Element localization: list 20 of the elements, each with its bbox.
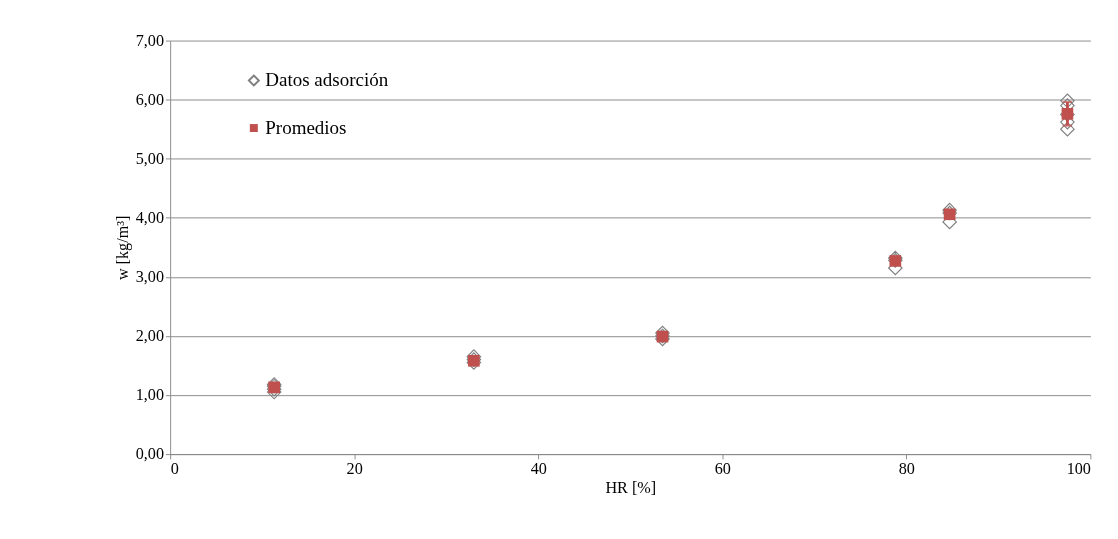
y-tick-label: 7,00 [135,31,164,49]
y-tick-label: 3,00 [135,268,164,286]
point [1060,93,1075,109]
x-tick-label: 20 [346,459,363,477]
y-tick-label: 5,00 [135,149,164,167]
point [1060,121,1075,137]
x-tick-label: 0 [170,459,179,477]
x-axis-title: HR [%] [605,478,657,496]
x-tick-label: 60 [714,459,731,477]
y-tick-label: 2,00 [135,327,164,345]
legend-label: Datos adsorción [265,69,389,91]
legend-label: Promedios [265,116,347,138]
y-tick-label: 6,00 [135,90,164,108]
y-tick-label: 0,00 [135,445,164,463]
x-tick-label: 40 [530,459,547,477]
y-tick-label: 1,00 [135,386,164,404]
x-tick-label: 80 [898,459,915,477]
x-tick-label: 100 [1066,459,1091,477]
y-tick-label: 4,00 [135,209,164,227]
y-axis-title: w [kg/m³] [114,215,133,281]
